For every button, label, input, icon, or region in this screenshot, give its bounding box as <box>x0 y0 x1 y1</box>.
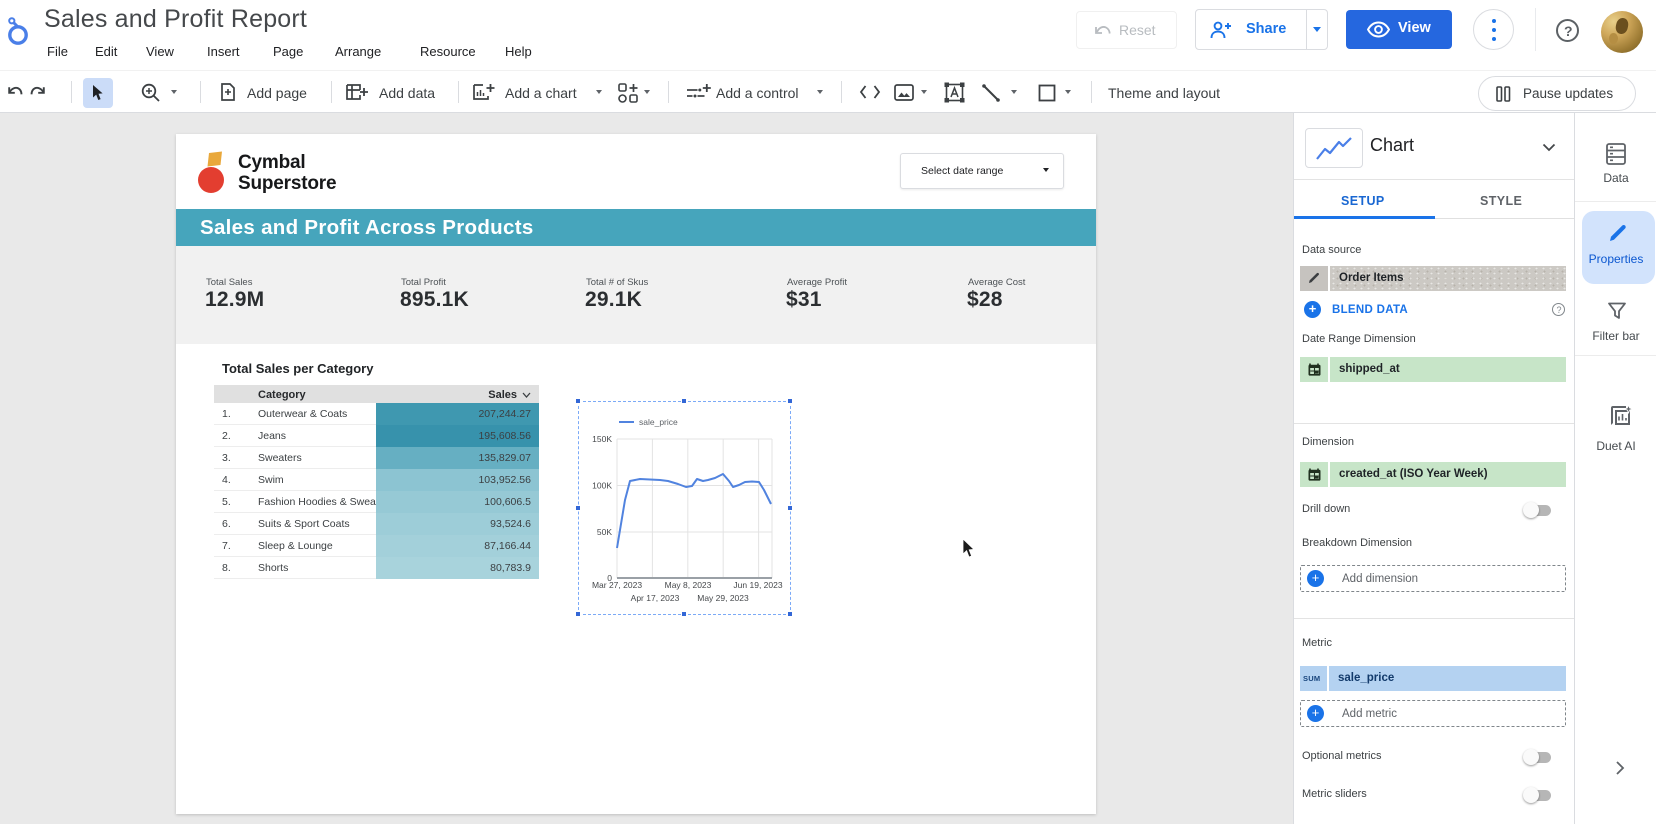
svg-text:150K: 150K <box>592 434 612 444</box>
svg-text:Apr 17, 2023: Apr 17, 2023 <box>631 593 680 603</box>
svg-text:100K: 100K <box>592 481 612 491</box>
svg-text:sale_price: sale_price <box>639 417 678 427</box>
svg-text:0: 0 <box>607 573 612 583</box>
svg-text:Mar 27, 2023: Mar 27, 2023 <box>592 580 642 590</box>
svg-text:Jun 19, 2023: Jun 19, 2023 <box>733 580 782 590</box>
svg-text:May 8, 2023: May 8, 2023 <box>665 580 712 590</box>
svg-text:May 29, 2023: May 29, 2023 <box>697 593 749 603</box>
svg-text:50K: 50K <box>597 527 612 537</box>
